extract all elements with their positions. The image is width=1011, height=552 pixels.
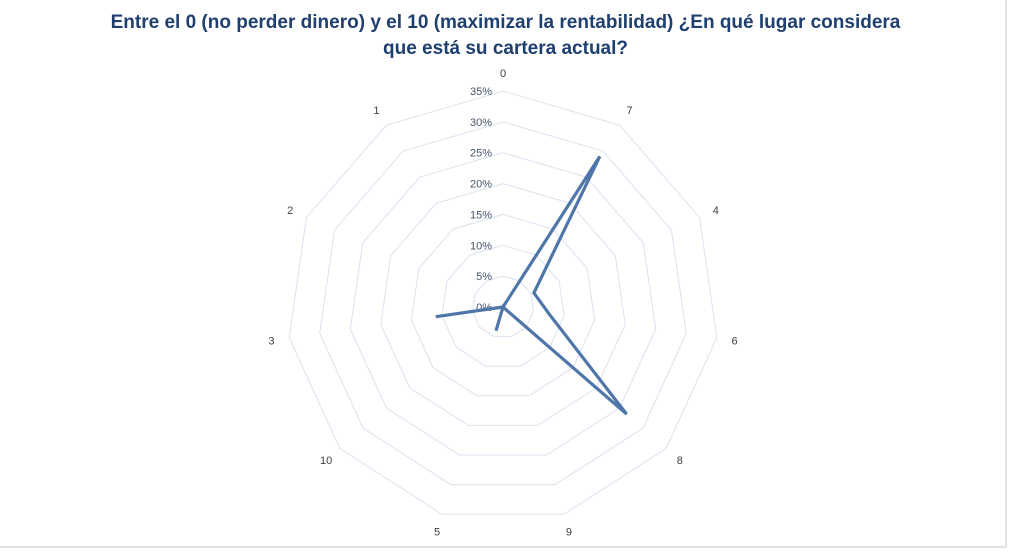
category-label: 8 [677, 455, 683, 467]
category-label: 2 [287, 205, 293, 217]
grid-ring [319, 121, 687, 486]
radial-tick-label: 10% [470, 240, 492, 252]
radial-tick-label: 25% [470, 148, 492, 160]
radial-tick-label: 35% [470, 86, 492, 98]
grid-ring [410, 213, 596, 397]
radial-tick-label: 30% [470, 117, 492, 129]
chart-title-line-1: Entre el 0 (no perder dinero) y el 10 (m… [110, 12, 901, 33]
category-label: 9 [566, 527, 572, 539]
radial-tick-label: 20% [470, 179, 492, 191]
grid-ring [441, 244, 565, 367]
category-label: 0 [500, 68, 506, 80]
grid-ring [471, 275, 535, 338]
category-label: 4 [713, 205, 719, 217]
chart-title: Entre el 0 (no perder dinero) y el 10 (m… [0, 10, 1011, 62]
chart-title-line-2: que está su cartera actual? [383, 38, 628, 59]
grid-ring [349, 152, 657, 456]
radial-tick-label: 5% [476, 271, 492, 283]
category-label: 5 [434, 527, 440, 539]
category-label: 6 [732, 335, 738, 347]
radial-tick-label: 15% [470, 209, 492, 221]
grid-ring [288, 90, 718, 515]
grid-ring [380, 183, 626, 426]
series-line [435, 155, 628, 416]
category-label: 3 [268, 335, 274, 347]
category-label: 7 [626, 105, 632, 117]
category-label: 10 [320, 455, 332, 467]
category-label: 1 [373, 105, 379, 117]
